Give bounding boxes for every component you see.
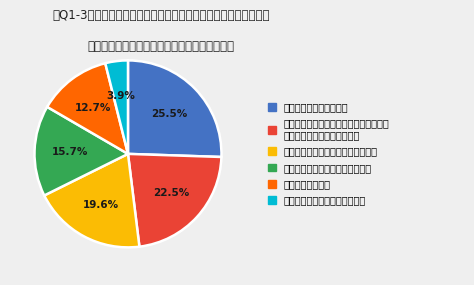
Text: 22.5%: 22.5% <box>153 188 189 198</box>
Text: 19.6%: 19.6% <box>82 200 118 210</box>
Wedge shape <box>47 63 128 154</box>
Wedge shape <box>44 154 139 247</box>
Wedge shape <box>35 107 128 196</box>
Legend: 授業や研究との兼ね合い, サークルやアルバイト、長期インターン
などの課外活動との兼ね合い, まだ就活モードになっていなかった, インターンの選考が不合格だった: 授業や研究との兼ね合い, サークルやアルバイト、長期インターン などの課外活動と… <box>268 102 390 205</box>
Wedge shape <box>128 60 221 157</box>
Wedge shape <box>105 60 128 154</box>
Text: 12.7%: 12.7% <box>75 103 111 113</box>
Text: 15.7%: 15.7% <box>52 147 88 157</box>
Wedge shape <box>128 154 221 247</box>
Text: 【Q1-3】（サマーインターンには参加していないと答えた方へ）: 【Q1-3】（サマーインターンには参加していないと答えた方へ） <box>53 9 270 22</box>
Text: 参加しなかった理由について教えてください。: 参加しなかった理由について教えてください。 <box>88 40 235 53</box>
Text: 3.9%: 3.9% <box>107 91 136 101</box>
Text: 25.5%: 25.5% <box>152 109 188 119</box>
